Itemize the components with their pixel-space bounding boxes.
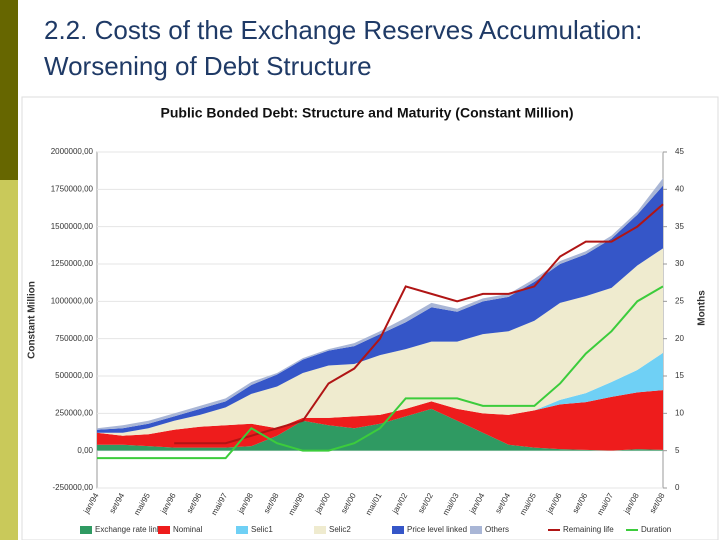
legend-swatch: [392, 526, 404, 534]
legend-swatch: [236, 526, 248, 534]
line: [174, 203, 664, 445]
area: [97, 185, 663, 433]
y2-tick-label: 35: [675, 222, 684, 231]
y2-tick-label: 30: [675, 259, 684, 268]
area: [97, 408, 663, 451]
line: [97, 285, 664, 460]
y2-axis-label: Months: [697, 290, 708, 326]
y2-tick-label: 45: [675, 147, 684, 156]
slide-title: 2.2. Costs of the Exchange Reserves Accu…: [44, 15, 642, 81]
y-tick-label: 2000000,00: [51, 147, 94, 156]
accent-bar: [0, 0, 18, 180]
legend-swatch: [80, 526, 92, 534]
legend-label: Others: [485, 525, 509, 534]
y-tick-label: 0,00: [77, 446, 93, 455]
y-tick-label: 1500000,00: [51, 222, 94, 231]
legend-label: Selic1: [251, 525, 273, 534]
y2-tick-label: 20: [675, 334, 684, 343]
legend-swatch: [158, 526, 170, 534]
y-tick-label: 1250000,00: [51, 259, 94, 268]
legend-label: Duration: [641, 525, 671, 534]
y-tick-label: 500000,00: [55, 371, 93, 380]
y2-tick-label: 10: [675, 408, 684, 417]
accent-bar: [0, 180, 18, 540]
legend-label: Nominal: [173, 525, 203, 534]
y2-tick-label: 40: [675, 184, 684, 193]
y2-tick-label: 0: [675, 483, 680, 492]
area: [97, 248, 663, 436]
area: [97, 390, 663, 451]
chart-title: Public Bonded Debt: Structure and Maturi…: [161, 105, 574, 121]
y2-tick-label: 15: [675, 371, 684, 380]
legend-swatch: [470, 526, 482, 534]
y-tick-label: 750000,00: [55, 334, 93, 343]
y2-tick-label: 25: [675, 296, 684, 305]
legend-swatch: [314, 526, 326, 534]
y2-tick-label: 5: [675, 446, 680, 455]
y-tick-label: 1000000,00: [51, 296, 94, 305]
legend-label: Remaining life: [563, 525, 614, 534]
y-tick-label: 1750000,00: [51, 184, 94, 193]
y-tick-label: 250000,00: [55, 408, 93, 417]
y-tick-label: -250000,00: [53, 483, 94, 492]
legend-label: Selic2: [329, 525, 351, 534]
legend-label: Exchange rate linked: [95, 525, 170, 534]
y-axis-label: Constant Million: [27, 281, 38, 359]
legend-label: Price level linked: [407, 525, 467, 534]
